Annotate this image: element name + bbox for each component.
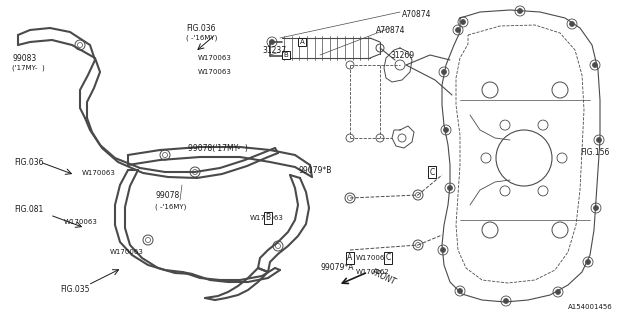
Text: FIG.036: FIG.036 <box>14 157 44 166</box>
Circle shape <box>447 186 452 190</box>
Text: ( -'16MY): ( -'16MY) <box>186 35 218 41</box>
Text: FIG.081: FIG.081 <box>14 205 44 214</box>
Text: 99083: 99083 <box>12 53 36 62</box>
Text: FIG.036: FIG.036 <box>186 23 216 33</box>
Text: W170062: W170062 <box>356 269 390 275</box>
Text: 31269: 31269 <box>390 51 414 60</box>
Circle shape <box>586 260 591 265</box>
Text: 99079*A: 99079*A <box>320 263 353 273</box>
Circle shape <box>518 9 522 13</box>
Text: 99078('17MY-  ): 99078('17MY- ) <box>188 143 248 153</box>
Circle shape <box>570 21 575 27</box>
Text: W170063: W170063 <box>82 170 116 176</box>
Circle shape <box>440 247 445 252</box>
Text: ('17MY-  ): ('17MY- ) <box>12 65 45 71</box>
Text: ( -'16MY): ( -'16MY) <box>155 204 186 210</box>
Circle shape <box>596 138 602 142</box>
Circle shape <box>269 39 275 44</box>
Text: FIG.035: FIG.035 <box>60 285 90 294</box>
Circle shape <box>442 69 447 75</box>
Text: W170063: W170063 <box>198 69 232 75</box>
Circle shape <box>458 289 463 293</box>
Circle shape <box>444 127 449 132</box>
Text: C: C <box>429 167 435 177</box>
Text: A70874: A70874 <box>402 10 431 19</box>
Text: W170063: W170063 <box>250 215 284 221</box>
Text: A154001456: A154001456 <box>568 304 612 310</box>
Circle shape <box>593 62 598 68</box>
Text: B: B <box>266 213 271 222</box>
Text: A70874: A70874 <box>376 26 406 35</box>
Text: FRONT: FRONT <box>370 268 397 287</box>
Text: W170063: W170063 <box>64 219 98 225</box>
Circle shape <box>456 28 461 33</box>
Text: W170063: W170063 <box>198 55 232 61</box>
Text: A: A <box>300 39 305 45</box>
Text: 99079*B: 99079*B <box>298 165 332 174</box>
Circle shape <box>461 20 465 25</box>
Text: W170062: W170062 <box>356 255 390 261</box>
Text: 31237: 31237 <box>262 45 286 54</box>
Circle shape <box>504 299 509 303</box>
Circle shape <box>593 205 598 211</box>
Text: 99078: 99078 <box>155 190 179 199</box>
Circle shape <box>556 290 561 294</box>
Text: FIG.156: FIG.156 <box>580 148 609 156</box>
Text: C: C <box>385 253 390 262</box>
Text: W170063: W170063 <box>110 249 144 255</box>
Text: A: A <box>348 253 353 262</box>
Text: B: B <box>284 52 289 58</box>
